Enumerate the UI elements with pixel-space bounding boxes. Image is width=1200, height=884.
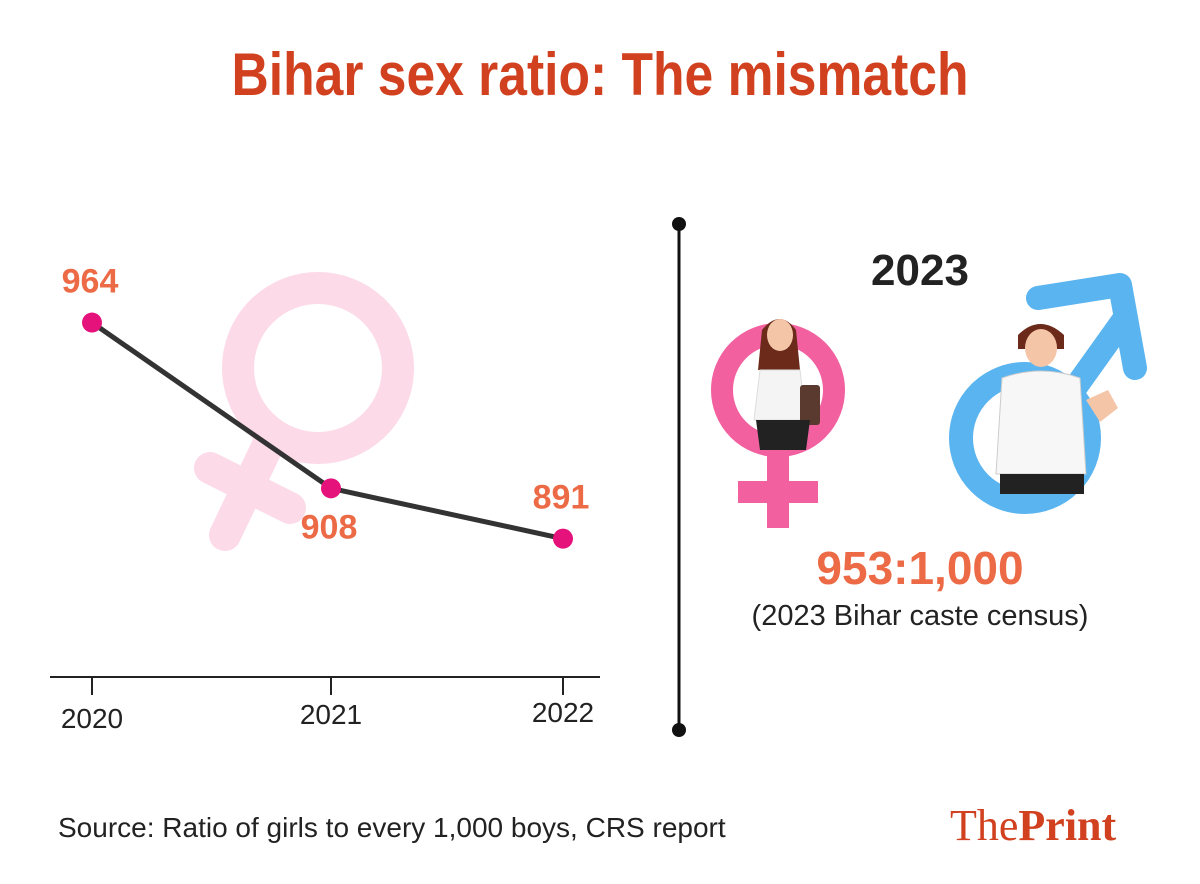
female-symbol-bg-icon: [194, 272, 414, 551]
comparison-year: 2023: [871, 246, 969, 295]
series-line: [90, 320, 564, 542]
comparison-ratio: 953:1,000: [816, 542, 1024, 594]
x-tick-label-2021: 2021: [300, 699, 362, 730]
divider-bottom-dot: [672, 723, 686, 737]
divider-top-dot: [672, 217, 686, 231]
chart-title: Bihar sex ratio: The mismatch: [231, 41, 969, 108]
brand-logo: ThePrint: [950, 800, 1116, 851]
x-tick-label-2020: 2020: [61, 703, 123, 734]
data-label-2020: 964: [62, 263, 119, 301]
brand-logo-part1: The: [950, 801, 1019, 850]
brand-logo-part2: Print: [1018, 801, 1117, 850]
man-illustration: [995, 324, 1118, 494]
data-label-2021: 908: [301, 508, 358, 546]
data-point-2022: [553, 528, 573, 549]
comparison-note: (2023 Bihar caste census): [751, 600, 1089, 632]
data-point-2021: [321, 478, 341, 499]
x-tick-label-2022: 2022: [532, 697, 594, 728]
source-note: Source: Ratio of girls to every 1,000 bo…: [58, 812, 726, 843]
data-point-2020: [82, 312, 102, 333]
woman-illustration: [753, 319, 820, 450]
data-label-2022: 891: [533, 479, 590, 517]
